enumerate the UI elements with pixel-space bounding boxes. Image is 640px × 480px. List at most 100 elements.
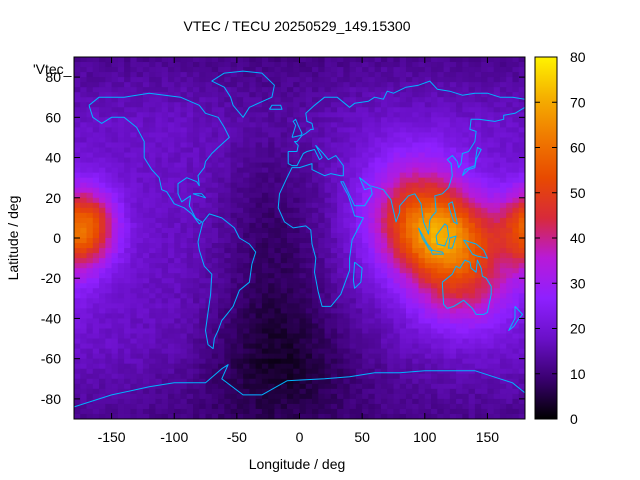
heatmap-cell xyxy=(74,202,81,209)
heatmap-cell xyxy=(362,343,369,350)
heatmap-cell xyxy=(368,328,376,335)
heatmap-cell xyxy=(518,298,525,304)
heatmap-cell xyxy=(218,328,225,335)
heatmap-cell xyxy=(268,57,276,63)
heatmap-cell xyxy=(180,212,188,219)
heatmap-cell xyxy=(418,87,426,93)
heatmap-cell xyxy=(224,217,232,224)
heatmap-cell xyxy=(149,112,157,118)
heatmap-cell xyxy=(437,122,445,128)
heatmap-cell xyxy=(180,137,188,144)
heatmap-cell xyxy=(506,57,514,63)
heatmap-cell xyxy=(167,388,175,395)
heatmap-cell xyxy=(412,373,420,380)
heatmap-cell xyxy=(487,348,495,355)
heatmap-cell xyxy=(518,273,525,279)
heatmap-cell xyxy=(142,207,150,214)
heatmap-cell xyxy=(211,343,219,350)
heatmap-cell xyxy=(474,62,482,68)
heatmap-cell xyxy=(474,107,482,113)
heatmap-cell xyxy=(305,383,313,390)
heatmap-cell xyxy=(405,232,413,239)
heatmap-cell xyxy=(349,268,357,274)
heatmap-cell xyxy=(462,107,470,113)
heatmap-cell xyxy=(280,177,288,184)
heatmap-cell xyxy=(299,283,307,289)
heatmap-cell xyxy=(136,378,144,385)
heatmap-cell xyxy=(186,378,194,385)
heatmap-cell xyxy=(349,358,357,365)
heatmap-cell xyxy=(405,92,413,98)
heatmap-cell xyxy=(299,333,307,340)
heatmap-cell xyxy=(424,162,432,169)
heatmap-cell xyxy=(124,227,131,234)
heatmap-cell xyxy=(512,167,520,174)
heatmap-cell xyxy=(218,283,225,289)
heatmap-cell xyxy=(161,182,169,189)
heatmap-cell xyxy=(155,117,163,123)
heatmap-cell xyxy=(318,117,326,123)
heatmap-cell xyxy=(412,303,420,309)
heatmap-cell xyxy=(337,222,344,229)
heatmap-cell xyxy=(399,232,407,239)
heatmap-cell xyxy=(268,378,276,385)
heatmap-cell xyxy=(274,92,282,98)
heatmap-cell xyxy=(105,393,113,400)
heatmap-cell xyxy=(468,393,476,400)
heatmap-cell xyxy=(481,142,489,149)
heatmap-cell xyxy=(111,373,119,380)
heatmap-cell xyxy=(462,137,470,144)
heatmap-cell xyxy=(299,388,307,395)
heatmap-cell xyxy=(393,278,401,284)
heatmap-cell xyxy=(286,248,294,254)
heatmap-cell xyxy=(380,172,388,179)
heatmap-cell xyxy=(462,67,470,73)
heatmap-cell xyxy=(74,268,81,274)
heatmap-cell xyxy=(130,358,138,365)
heatmap-cell xyxy=(468,288,476,294)
heatmap-cell xyxy=(130,263,138,269)
heatmap-cell xyxy=(268,353,276,360)
heatmap-cell xyxy=(274,167,282,174)
heatmap-cell xyxy=(368,238,376,244)
heatmap-cell xyxy=(92,172,100,179)
heatmap-cell xyxy=(205,358,213,365)
heatmap-cell xyxy=(261,112,269,118)
heatmap-cell xyxy=(424,112,432,118)
heatmap-cell xyxy=(180,288,188,294)
heatmap-cell xyxy=(261,77,269,83)
heatmap-cell xyxy=(124,363,131,370)
heatmap-cell xyxy=(186,268,194,274)
heatmap-cell xyxy=(399,157,407,164)
heatmap-cell xyxy=(124,67,131,73)
heatmap-cell xyxy=(255,363,263,370)
heatmap-cell xyxy=(374,152,382,159)
heatmap-cell xyxy=(506,122,514,128)
heatmap-cell xyxy=(474,227,482,234)
heatmap-cell xyxy=(362,243,369,249)
heatmap-cell xyxy=(305,268,313,274)
heatmap-cell xyxy=(105,368,113,375)
heatmap-cell xyxy=(117,172,125,179)
heatmap-cell xyxy=(481,222,489,229)
heatmap-cell xyxy=(280,308,288,315)
heatmap-cell xyxy=(130,403,138,410)
heatmap-cell xyxy=(481,253,489,259)
heatmap-cell xyxy=(405,288,413,294)
heatmap-cell xyxy=(293,238,301,244)
heatmap-cell xyxy=(230,303,238,309)
heatmap-cell xyxy=(74,77,81,83)
heatmap-cell xyxy=(255,373,263,380)
heatmap-cell xyxy=(186,388,194,395)
heatmap-cell xyxy=(337,378,344,385)
heatmap-cell xyxy=(368,227,376,234)
heatmap-cell xyxy=(99,167,106,174)
heatmap-cell xyxy=(243,147,250,154)
heatmap-cell xyxy=(161,278,169,284)
heatmap-cell xyxy=(405,197,413,204)
heatmap-cell xyxy=(468,243,476,249)
heatmap-cell xyxy=(499,57,507,63)
heatmap-cell xyxy=(86,308,94,315)
heatmap-cell xyxy=(493,167,501,174)
heatmap-cell xyxy=(174,363,182,370)
